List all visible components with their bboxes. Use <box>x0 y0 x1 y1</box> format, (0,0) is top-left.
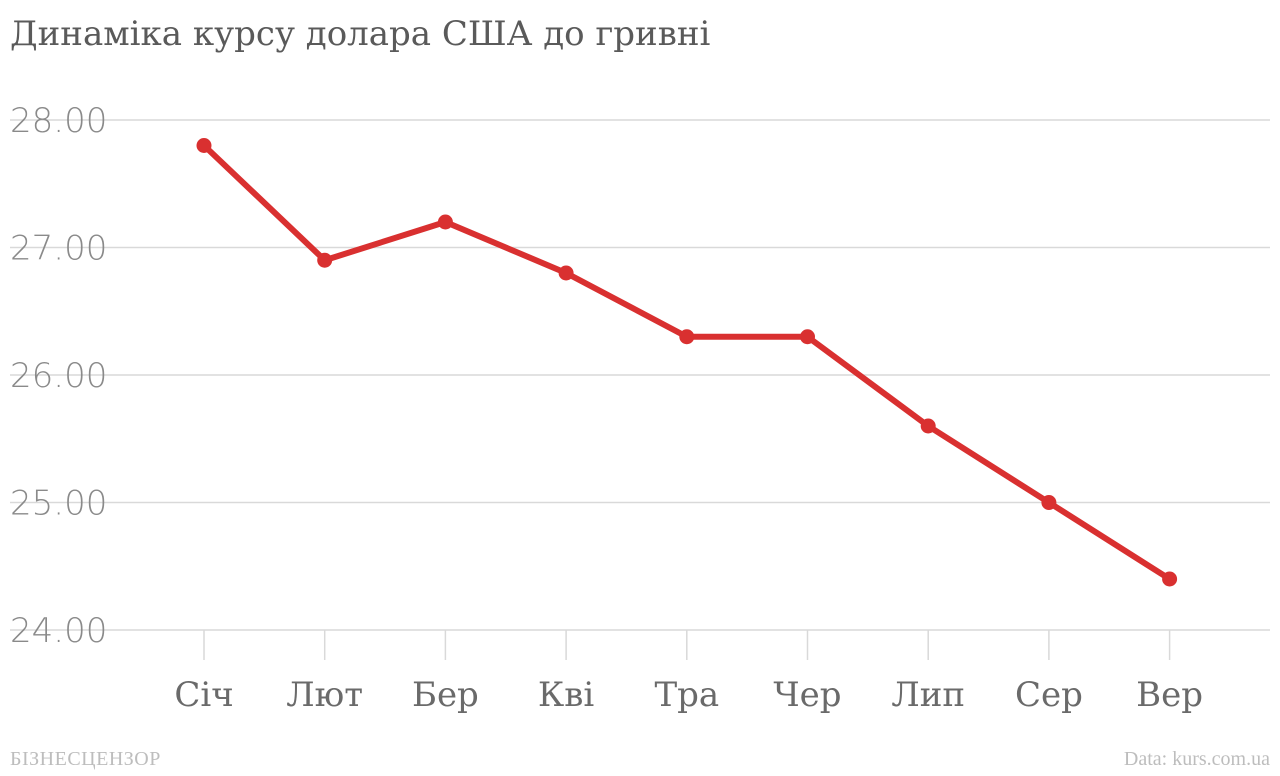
y-tick-label: 28.00 <box>10 101 107 141</box>
data-point <box>679 329 695 345</box>
x-tick-label: Сер <box>1015 675 1083 715</box>
data-point <box>558 265 574 281</box>
data-point <box>800 329 815 345</box>
data-point <box>317 252 333 268</box>
y-tick-label: 27.00 <box>10 229 107 269</box>
x-tick-label: Бер <box>412 675 479 715</box>
data-point <box>920 418 936 434</box>
x-tick-label: Лют <box>286 675 363 715</box>
data-point <box>1041 495 1057 510</box>
x-axis-ticks: Січ Лют Бер Кві Тра Чер Лип Сер Вер <box>174 630 1203 715</box>
y-tick-label: 26.00 <box>10 356 107 396</box>
gridlines <box>10 119 1270 631</box>
y-tick-label: 24.00 <box>10 611 107 651</box>
y-tick-label: 25.00 <box>10 484 107 524</box>
x-tick-label: Тра <box>654 675 719 715</box>
series-line <box>201 142 1173 582</box>
brand-label: БІЗНЕСЦЕНЗОР <box>10 748 161 770</box>
x-tick-label: Лип <box>891 675 965 715</box>
x-tick-label: Чер <box>773 675 841 715</box>
x-tick-label: Січ <box>174 675 233 715</box>
data-point <box>196 138 212 153</box>
x-tick-label: Кві <box>538 675 594 715</box>
data-point <box>1162 571 1178 587</box>
y-axis-ticks: 28.00 27.00 26.00 25.00 24.00 <box>10 101 107 651</box>
data-point <box>437 214 453 230</box>
series-layer <box>196 138 1178 587</box>
x-tick-label: Вер <box>1136 675 1203 715</box>
chart-title: Динаміка курсу долара США до гривні <box>10 14 711 54</box>
source-label: Data: kurs.com.ua <box>1123 748 1270 770</box>
